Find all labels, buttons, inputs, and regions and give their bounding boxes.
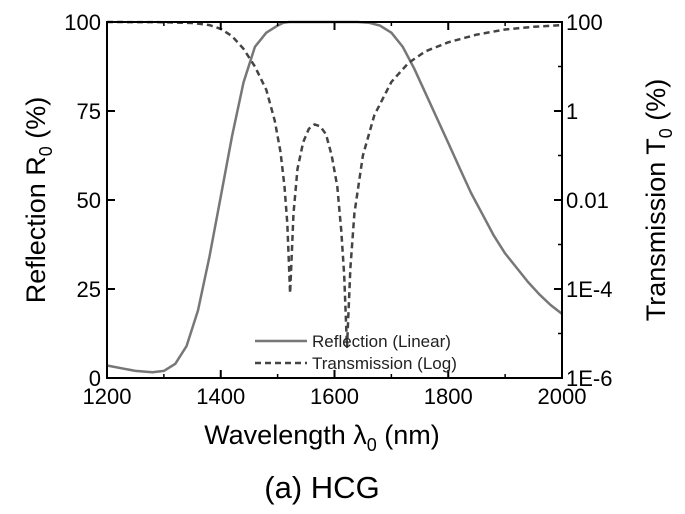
series-line-transmission (107, 22, 562, 347)
plot-frame (107, 22, 562, 378)
x-axis-title: Wavelength λ0 (nm) (204, 420, 440, 455)
x-title-sub: 0 (367, 435, 377, 455)
x-tick-label: 1800 (424, 384, 473, 409)
legend-label-transmission: Transmission (Log) (312, 354, 457, 373)
x-tick-label: 1600 (310, 384, 359, 409)
figure-caption: (a) HCG (264, 470, 379, 505)
legend-label-reflection: Reflection (Linear) (312, 332, 451, 351)
y-right-title-tail: (%) (641, 79, 671, 129)
y-left-tick-label: 100 (64, 10, 101, 35)
y-left-title-tail: (%) (21, 97, 51, 147)
y-left-tick-label: 75 (77, 99, 101, 124)
y-left-axis-title: Reflection R0 (%) (21, 97, 56, 304)
y-right-tick-label: 1E-4 (566, 277, 612, 302)
y-left-title-main: Reflection R (21, 156, 51, 303)
x-title-main: Wavelength λ (204, 420, 367, 450)
x-title-tail: (nm) (377, 420, 440, 450)
x-tick-label: 1400 (196, 384, 245, 409)
y-right-tick-label: 100 (566, 10, 603, 35)
series-layer (107, 22, 562, 372)
y-right-title-main: Transmission T (641, 138, 671, 321)
y-left-tick-label: 50 (77, 188, 101, 213)
y-left-title-sub: 0 (36, 146, 56, 156)
y-left-tick-label: 0 (89, 366, 101, 391)
y-right-axis-title: Transmission T0 (%) (641, 79, 676, 322)
y-left-tick-label: 25 (77, 277, 101, 302)
legend: Reflection (Linear) Transmission (Log) (255, 332, 457, 373)
y-right-tick-label: 1E-6 (566, 366, 612, 391)
y-right-tick-label: 1 (566, 99, 578, 124)
y-right-title-sub: 0 (656, 128, 676, 138)
series-line-reflection (107, 22, 562, 372)
y-right-tick-label: 0.01 (566, 188, 609, 213)
